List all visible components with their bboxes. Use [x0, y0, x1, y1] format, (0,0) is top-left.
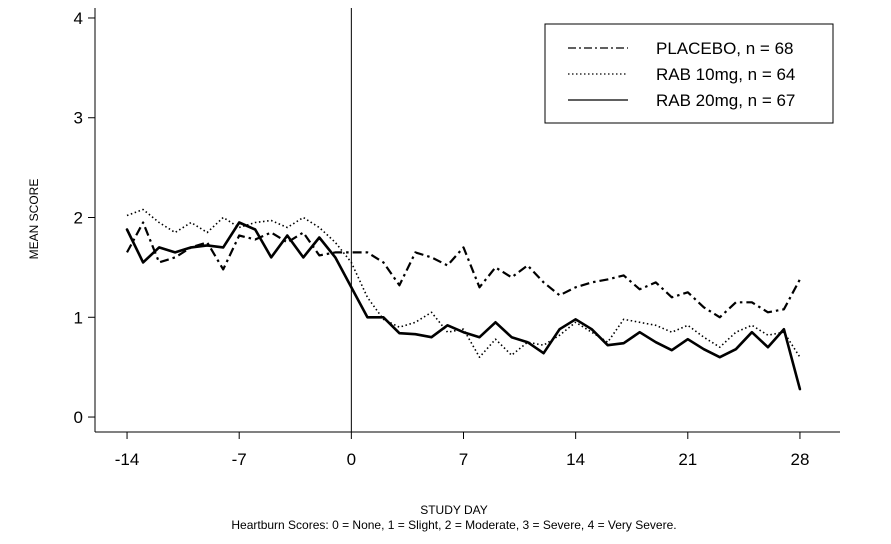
x-axis-title: STUDY DAY	[420, 503, 488, 517]
y-tick-label: 1	[74, 308, 83, 327]
y-tick-label: 0	[74, 408, 83, 427]
x-tick-label: -14	[115, 450, 140, 469]
x-tick-label: 7	[459, 450, 468, 469]
x-tick-label: 14	[566, 450, 585, 469]
y-tick-label: 4	[74, 9, 83, 28]
y-tick-label: 3	[74, 109, 83, 128]
axes: 0 1 2 3 4 -14 -7 0 7 14 21 28	[74, 8, 840, 469]
series-line-rab10	[126, 208, 801, 359]
x-tick-label: 21	[678, 450, 697, 469]
x-tick-label: 28	[790, 450, 809, 469]
series-line-rab20	[125, 221, 802, 391]
legend-label-rab20: RAB 20mg, n = 67	[656, 91, 795, 110]
legend-label-placebo: PLACEBO, n = 68	[656, 39, 794, 58]
x-tick-label: -7	[232, 450, 247, 469]
series-line-placebo	[126, 221, 801, 319]
y-axis-title: MEAN SCORE	[27, 179, 41, 260]
legend-label-rab10: RAB 10mg, n = 64	[656, 65, 795, 84]
series-group	[125, 208, 802, 391]
score-legend-note: Heartburn Scores: 0 = None, 1 = Slight, …	[231, 518, 676, 532]
y-tick-label: 2	[74, 209, 83, 228]
x-tick-label: 0	[347, 450, 356, 469]
legend: PLACEBO, n = 68 RAB 10mg, n = 64 RAB 20m…	[544, 23, 834, 124]
